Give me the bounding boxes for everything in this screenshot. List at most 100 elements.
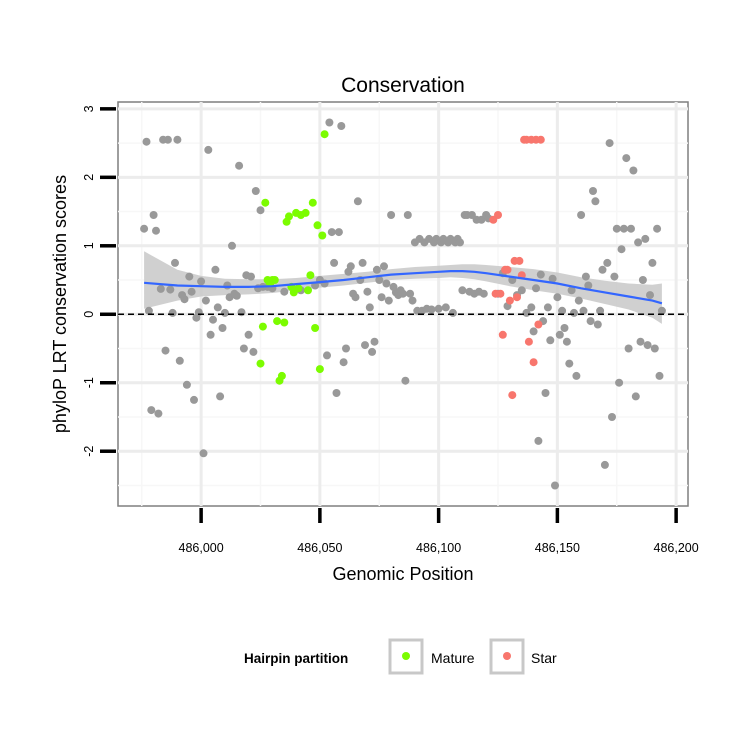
data-point-other (161, 346, 170, 355)
data-point-other (140, 224, 149, 233)
data-point-other (624, 344, 633, 353)
data-point-other (384, 296, 393, 305)
data-point-other (596, 306, 605, 315)
data-point-other (605, 139, 614, 148)
data-point-other (638, 276, 647, 284)
data-point-star (496, 289, 505, 298)
data-point-other (342, 344, 350, 353)
data-point-other (228, 241, 236, 250)
data-point-other (399, 289, 407, 298)
data-point-other (458, 286, 467, 295)
legend-swatch-mature (402, 652, 410, 660)
data-point-other (657, 306, 666, 315)
data-point-other (323, 351, 331, 360)
data-point-mature (270, 276, 279, 284)
data-point-other (332, 389, 341, 397)
legend-label-mature: Mature (431, 650, 475, 666)
data-point-other (171, 258, 179, 267)
data-point-other (156, 284, 165, 293)
data-point-other (163, 135, 172, 144)
data-point-other (173, 135, 182, 144)
data-point-other (142, 137, 151, 146)
data-point-other (206, 330, 215, 339)
data-point-other (209, 315, 217, 324)
data-point-other (555, 330, 564, 339)
data-point-other (629, 166, 638, 175)
data-point-star (503, 265, 512, 274)
data-point-other (251, 187, 260, 195)
data-point-other (168, 308, 177, 317)
data-point-other (434, 304, 443, 313)
plot-panel (117, 101, 689, 507)
data-point-other (375, 276, 384, 284)
data-point-other (610, 272, 619, 281)
data-point-other (149, 211, 158, 219)
data-point-other (534, 436, 543, 445)
data-point-star (515, 256, 524, 265)
data-point-other (603, 258, 612, 267)
data-point-other (235, 161, 244, 170)
data-point-other (529, 327, 538, 336)
data-point-other (612, 224, 621, 233)
data-point-other (351, 293, 360, 302)
data-point-other (627, 224, 635, 233)
data-point-other (401, 376, 410, 385)
data-point-other (256, 206, 265, 215)
data-point-other (239, 344, 248, 353)
smooth-line-layer (144, 270, 663, 305)
legend-item-mature: Mature (388, 638, 475, 675)
data-point-other (608, 413, 616, 421)
data-point-other (244, 330, 253, 339)
data-point-other (527, 303, 536, 312)
x-tick-label: 486,000 (179, 541, 224, 555)
data-point-other (551, 481, 559, 490)
y-tick-label: 2 (82, 174, 96, 181)
data-point-other (600, 460, 609, 469)
data-point-other (382, 279, 391, 288)
data-point-other (147, 406, 156, 415)
data-point-other (615, 378, 624, 387)
x-tick-label: 486,050 (297, 541, 342, 555)
confidence-band (144, 251, 662, 324)
data-point-other (358, 258, 367, 267)
data-point-other (353, 197, 362, 206)
legend-key-mature (388, 638, 424, 675)
data-point-other (579, 306, 588, 315)
data-point-other (387, 211, 396, 219)
data-point-other (589, 187, 597, 195)
points-layer (140, 118, 666, 490)
x-tick-label: 486,100 (416, 541, 461, 555)
data-point-other (197, 277, 206, 286)
legend-label-star: Star (531, 650, 557, 666)
data-point-other (650, 344, 659, 353)
confidence-band-layer (144, 251, 662, 324)
data-point-star (505, 296, 514, 305)
data-point-other (346, 262, 355, 271)
chart-title: Conservation (341, 74, 465, 97)
data-point-other (152, 226, 160, 235)
legend-title: Hairpin partition (244, 651, 348, 666)
data-point-other (643, 341, 652, 350)
data-point-mature (315, 365, 324, 374)
data-point-other (372, 265, 381, 274)
data-point-other (280, 287, 289, 296)
data-point-other (334, 228, 343, 237)
data-point-star (529, 358, 538, 367)
y-axis: -2 -1 0 1 2 3 (82, 105, 116, 457)
data-point-other (216, 392, 225, 401)
data-point-other (144, 306, 153, 315)
data-point-other (617, 245, 626, 254)
data-point-other (562, 337, 571, 346)
data-point-other (543, 303, 552, 312)
x-axis-title: Genomic Position (332, 564, 473, 584)
y-axis-title: phyloP LRT conservation scores (50, 175, 70, 433)
data-point-star (513, 293, 521, 302)
data-point-other (572, 371, 581, 380)
data-point-other (220, 308, 229, 317)
data-point-other (622, 154, 631, 163)
data-point-other (154, 409, 163, 418)
data-point-other (631, 392, 640, 401)
data-point-mature (280, 318, 289, 327)
data-point-other (182, 380, 191, 389)
data-point-other (327, 228, 336, 237)
